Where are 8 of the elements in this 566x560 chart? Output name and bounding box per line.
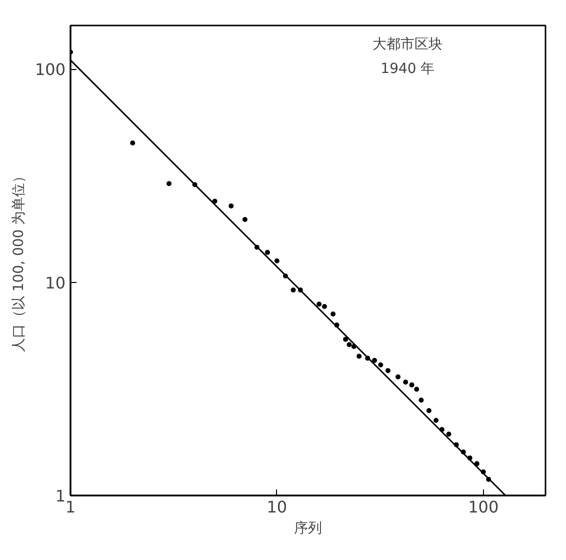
x-tick-label: 100 (468, 498, 499, 516)
annotation: 1940 年 (380, 60, 435, 77)
x-axis-title: 序列 (294, 520, 322, 536)
annotation: 大都市区块 (372, 36, 443, 53)
y-tick-label: 10 (45, 273, 66, 292)
y-tick-label: 100 (34, 60, 66, 80)
x-tick-label: 10 (266, 498, 288, 516)
y-axis-title: 人口（以 100, 000 为单位） (10, 168, 27, 352)
